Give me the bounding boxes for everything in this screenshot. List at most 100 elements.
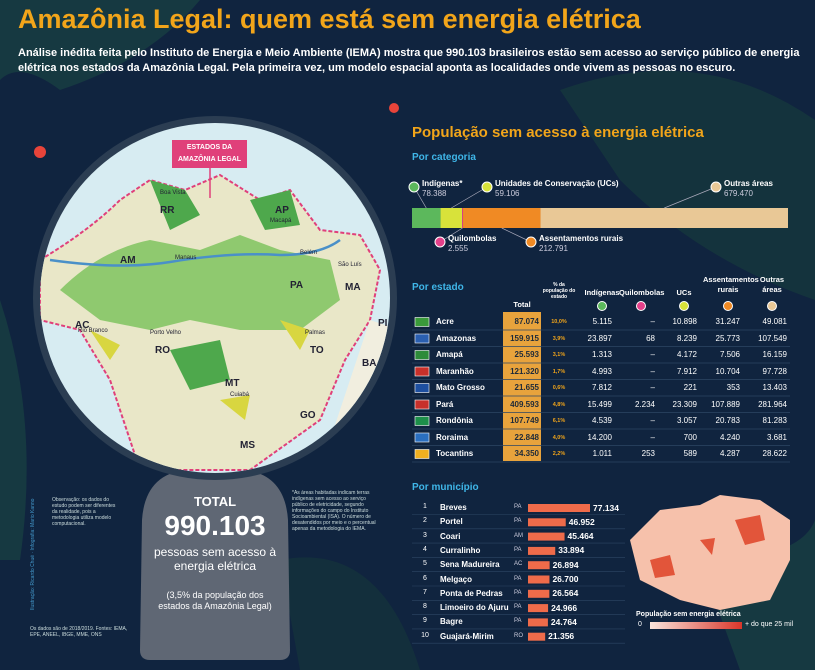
state-label: PA <box>290 280 304 291</box>
title: Amazônia Legal: quem está sem energia el… <box>18 4 641 34</box>
state-name: Roraima <box>436 432 469 442</box>
category-value: 212.791 <box>539 244 568 253</box>
dot <box>389 103 399 113</box>
municipality-name: Ponta de Pedras <box>440 588 503 598</box>
municipality-state: PA <box>514 518 522 525</box>
city-label: São Luís <box>338 262 362 268</box>
city-label: Belém <box>300 250 318 256</box>
state-cell: 4.240 <box>719 432 740 442</box>
state-cell: 6,1% <box>552 418 566 424</box>
map-label-box <box>172 140 247 168</box>
rank: 4 <box>423 545 427 553</box>
state-total: 34.350 <box>514 449 539 458</box>
state-cell: 4,8% <box>552 401 566 408</box>
rank: 1 <box>423 503 427 510</box>
state-cell: 0,6% <box>552 385 566 391</box>
state-total: 87.074 <box>514 317 539 326</box>
state-cell: 8.239 <box>676 333 697 343</box>
column-header: Outras áreas <box>759 275 785 294</box>
state-label: RR <box>160 205 175 216</box>
state-cell: 253 <box>641 449 655 458</box>
category-bar <box>463 208 541 228</box>
state-cell: – <box>650 432 655 442</box>
total-label: TOTAL <box>193 494 237 509</box>
footnote: *As áreas habitadas indicam terras indíg… <box>292 490 376 532</box>
category-value: 78.388 <box>422 189 447 198</box>
state-cell: 16.159 <box>762 350 787 359</box>
column-header: Quilombolas <box>619 288 665 297</box>
total-text: pessoas sem acesso à energia elétrica <box>153 545 277 573</box>
state-cell: 81.283 <box>762 416 787 425</box>
state-cell: 10,0% <box>551 319 567 325</box>
state-cell: 1.313 <box>591 350 612 359</box>
column-dot <box>679 301 689 311</box>
municipality-bar <box>528 504 590 512</box>
column-header: Indígenas <box>584 288 620 297</box>
municipality-bar <box>528 575 550 584</box>
municipality-name: Guajará-Mirim <box>440 631 494 641</box>
legend-max: + do que 25 mil <box>745 621 794 628</box>
flag <box>414 449 430 459</box>
column-dot <box>597 301 607 311</box>
total-value: 990.103 <box>164 510 266 541</box>
state-cell: 7.812 <box>591 383 612 392</box>
category-title: Por categoria <box>412 152 476 163</box>
category-bar <box>412 208 441 228</box>
state-cell: 5.115 <box>592 317 612 326</box>
state-cell: – <box>650 350 655 359</box>
category-value: 2.555 <box>448 244 469 253</box>
city-label: Rio Branco <box>78 328 108 334</box>
state-label: AP <box>275 205 289 216</box>
city-label: Porto Velho <box>150 330 182 336</box>
state-name: Rondônia <box>436 416 473 425</box>
state-total: 107.749 <box>510 416 539 425</box>
state-cell: 68 <box>646 333 655 343</box>
municipality-name: Curralinho <box>440 545 481 555</box>
rank: 7 <box>423 588 427 596</box>
municipality-state: AM <box>514 532 523 539</box>
rank: 5 <box>423 560 427 568</box>
column-header: % da população do estado <box>542 282 576 300</box>
flag <box>414 399 430 410</box>
state-cell: 353 <box>726 383 740 392</box>
state-cell: 107.549 <box>758 333 787 343</box>
total-stand <box>140 470 290 660</box>
municipality-state: PA <box>514 589 522 596</box>
municipality-value: 33.894 <box>558 545 585 556</box>
category-name: Unidades de Conservação (UCs) <box>495 179 619 188</box>
dot <box>34 146 46 158</box>
state-cell: 20.783 <box>715 416 740 425</box>
rank: 8 <box>423 603 427 611</box>
state-cell: 15.499 <box>587 399 612 409</box>
legend-scale <box>650 622 742 629</box>
state-name: Mato Grosso <box>436 383 485 392</box>
category-bar <box>440 208 463 228</box>
municipality-hotspots <box>650 515 765 578</box>
municipality-value: 46.952 <box>568 516 595 527</box>
state-cell: 4.172 <box>676 350 697 359</box>
state-cell: 221 <box>683 383 697 392</box>
state-total: 409.593 <box>510 399 539 409</box>
leaf <box>560 70 815 300</box>
rank: 9 <box>423 617 427 625</box>
state-cell: 1,7% <box>552 368 566 375</box>
flag <box>414 366 430 377</box>
state-cell: 25.773 <box>715 333 740 343</box>
municipality-bar <box>528 518 566 527</box>
state-label: AM <box>120 255 136 266</box>
state-cell: 4.993 <box>591 366 612 376</box>
column-header: UCs <box>676 288 692 297</box>
municipality-state: PA <box>514 504 522 510</box>
connector <box>664 186 717 209</box>
city-label: Manaus <box>175 255 197 261</box>
forest <box>60 235 340 330</box>
municipality-name: Breves <box>440 503 467 512</box>
city-label: Boa Vista <box>160 190 186 196</box>
category-dot <box>408 181 420 193</box>
state-cell: 3.681 <box>766 432 787 442</box>
state-cell: 107.889 <box>711 399 740 409</box>
state-cell: – <box>650 416 655 425</box>
state-cell: 3,1% <box>552 352 566 358</box>
municipality-value: 26.894 <box>552 559 579 570</box>
